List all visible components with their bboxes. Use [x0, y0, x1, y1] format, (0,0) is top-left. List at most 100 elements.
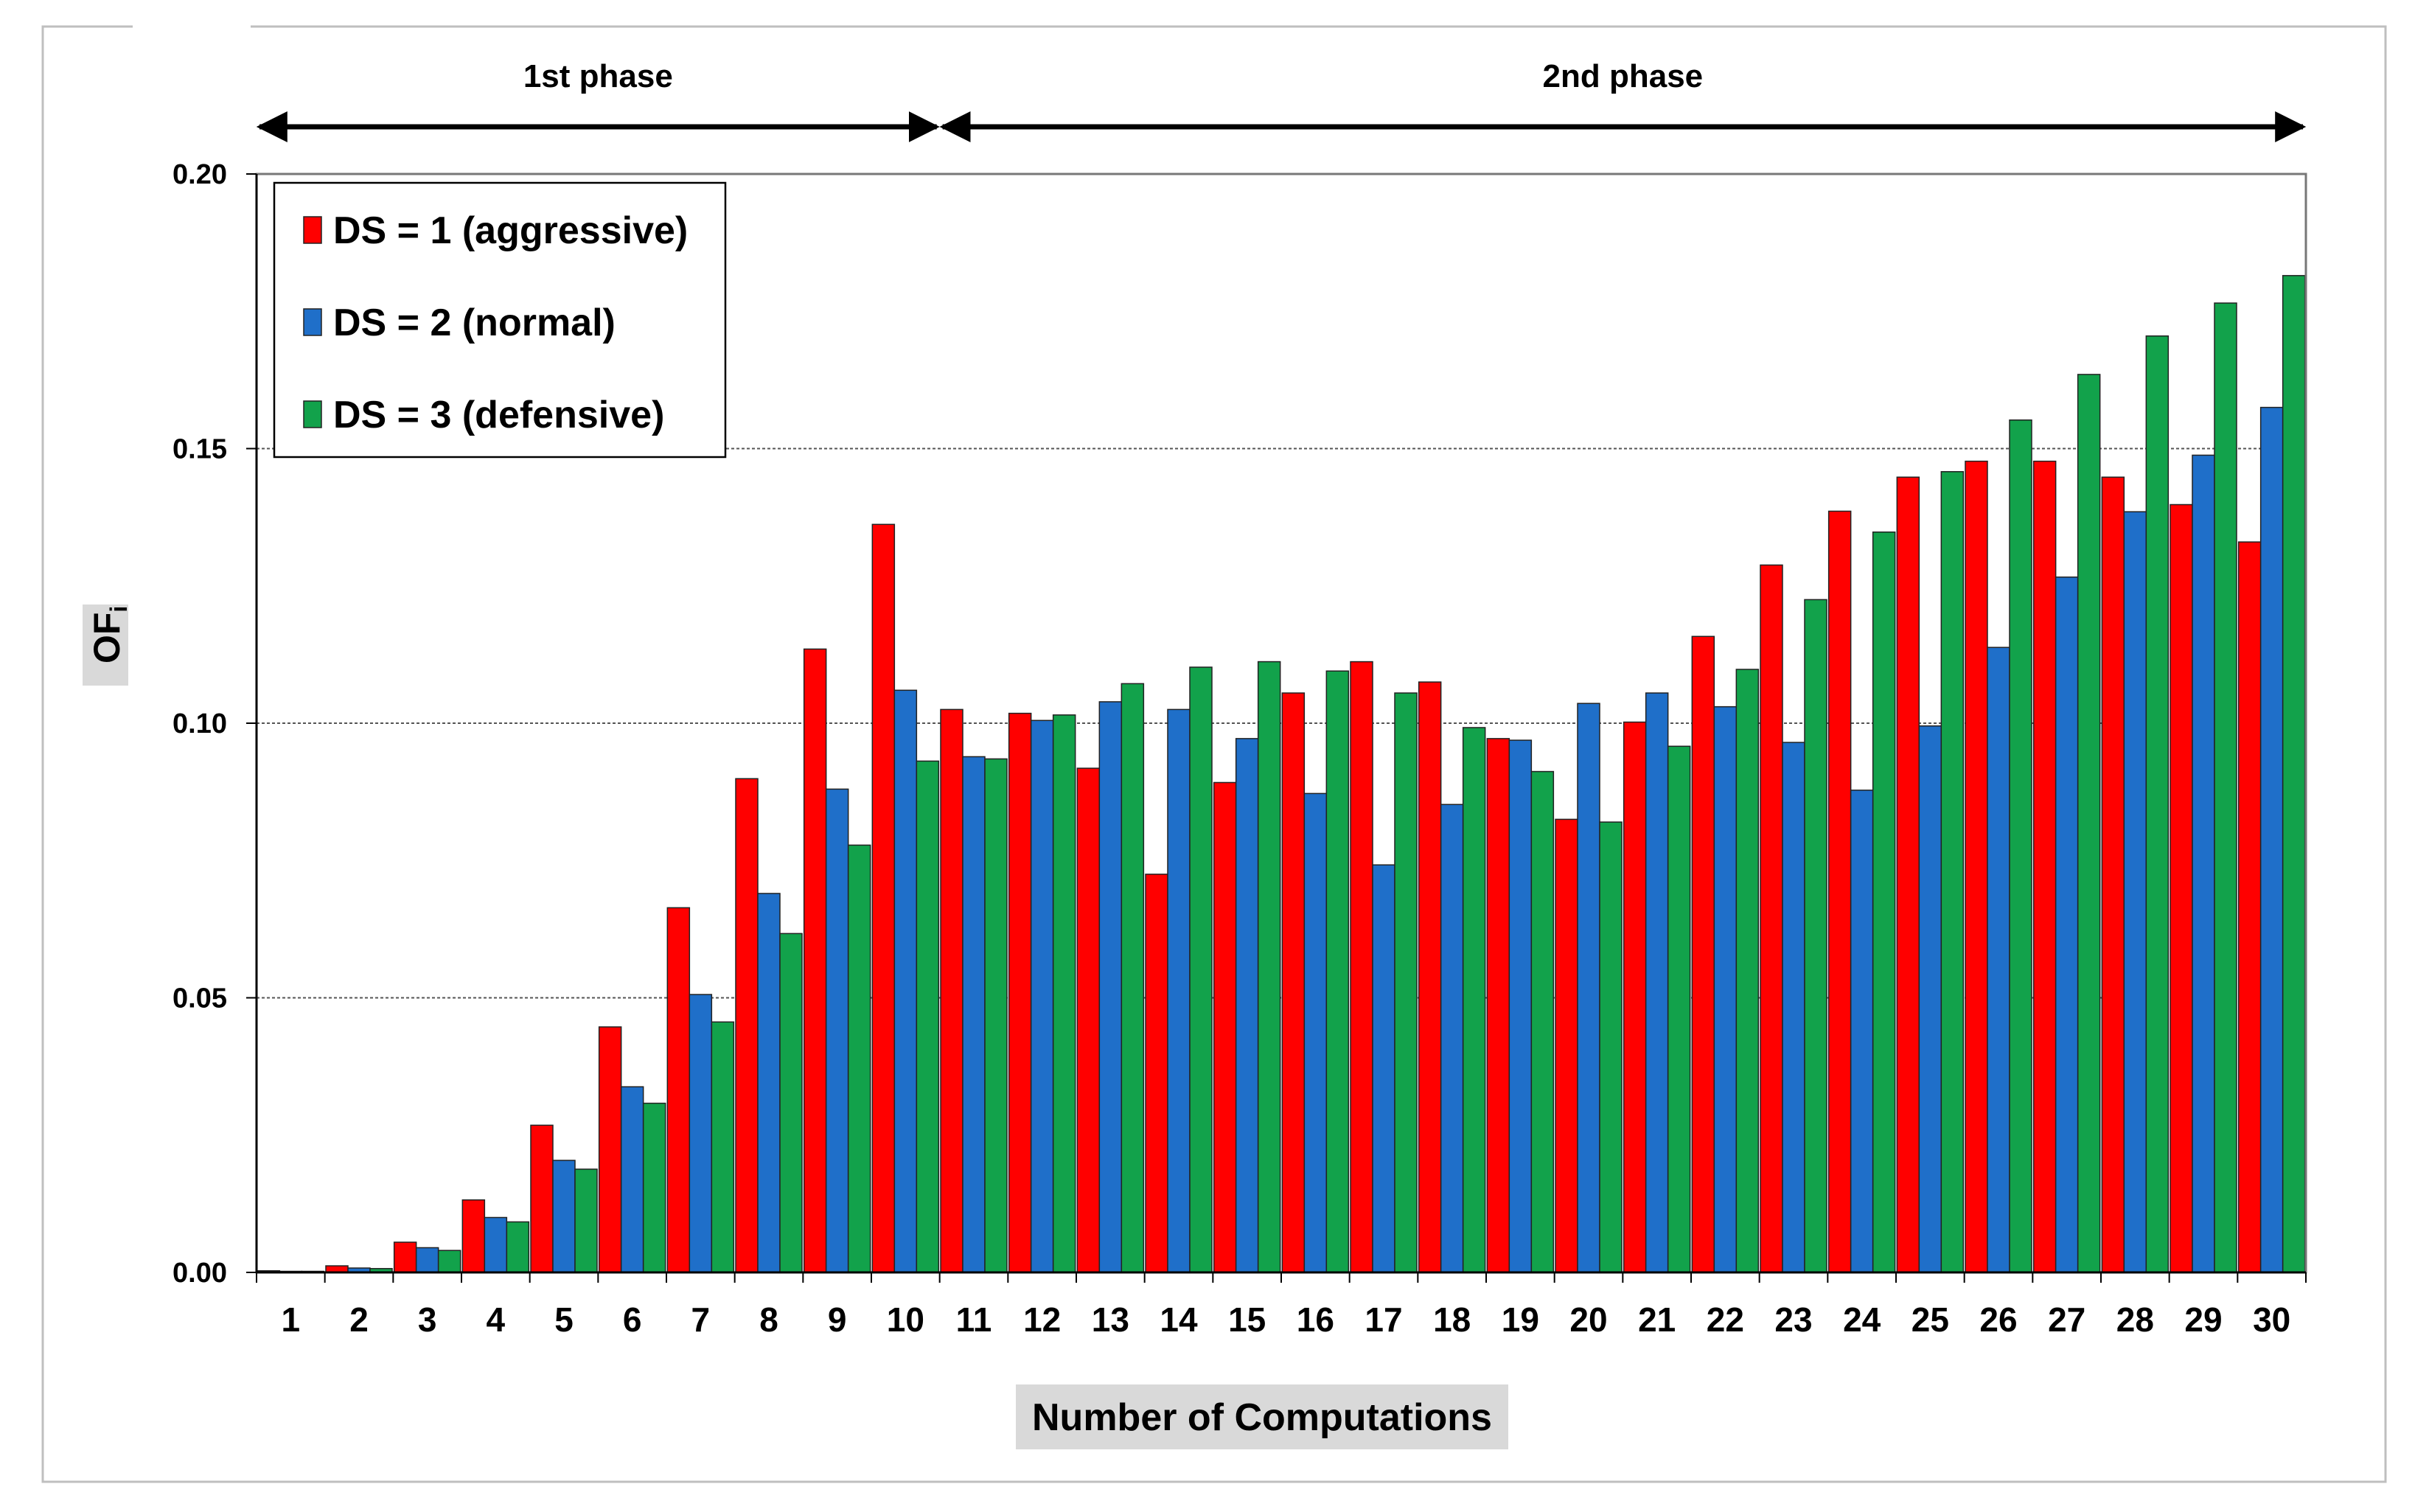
x-tick-label-14: 14	[1160, 1300, 1198, 1339]
bar-s2-7	[689, 994, 713, 1273]
bar-s3-28	[2145, 335, 2170, 1273]
frame-gap	[133, 22, 251, 31]
bar-s1-28	[2101, 476, 2125, 1273]
bar-s3-25	[1940, 471, 1965, 1273]
x-tick-label-30: 30	[2253, 1300, 2290, 1339]
bar-s3-5	[574, 1168, 598, 1273]
bar-s3-21	[1667, 745, 1691, 1273]
tick-labels: 0.000.050.100.150.201 2 3 4 5 6 7 8 9 10 11 12 13 14 1…	[172, 159, 2290, 1339]
phase-annotations: 1st phase 2nd phase	[256, 58, 2307, 142]
bar-s3-4	[506, 1221, 530, 1273]
x-tick-label-20: 20	[1569, 1300, 1607, 1339]
x-tick-label-22: 22	[1707, 1300, 1744, 1339]
bar-s1-24	[1827, 510, 1852, 1273]
x-tick-label-3: 3	[418, 1300, 437, 1339]
bar-s1-19	[1486, 738, 1510, 1273]
bar-s2-10	[893, 689, 918, 1273]
bar-s3-22	[1735, 669, 1760, 1273]
bar-s1-20	[1555, 818, 1578, 1273]
x-tick-label-21: 21	[1638, 1300, 1676, 1339]
legend-box	[273, 181, 727, 459]
x-tick-label-2: 2	[349, 1300, 369, 1339]
bar-s3-13	[1121, 683, 1145, 1273]
bar-s3-19	[1530, 770, 1555, 1273]
bar-s2-4	[484, 1216, 508, 1273]
bar-s3-6	[642, 1102, 666, 1273]
y-tick-label-4: 0.20	[172, 159, 227, 190]
x-axis-label: Number of Computations	[1016, 1384, 1508, 1449]
x-axis-title: Number of Computations	[1032, 1396, 1492, 1439]
bar-s1-4	[461, 1199, 486, 1273]
bar-s1-9	[803, 648, 827, 1273]
bar-s3-12	[1052, 714, 1076, 1273]
bar-s2-16	[1303, 792, 1328, 1273]
bar-s3-11	[984, 758, 1008, 1273]
bar-s3-15	[1257, 661, 1281, 1273]
bar-s1-29	[2170, 504, 2193, 1273]
bar-s2-22	[1713, 706, 1738, 1273]
y-tick-label-0: 0.00	[172, 1258, 227, 1289]
bar-s3-10	[916, 760, 940, 1273]
bar-s2-20	[1577, 703, 1600, 1273]
x-tick-label-4: 4	[487, 1300, 506, 1339]
bar-s2-12	[1030, 720, 1054, 1273]
y-tick-label-1: 0.05	[172, 983, 227, 1014]
bar-s2-28	[2123, 511, 2147, 1273]
bar-s1-21	[1623, 721, 1647, 1273]
bar-s3-20	[1599, 821, 1623, 1273]
bar-s3-18	[1462, 727, 1486, 1273]
x-tick-label-27: 27	[2048, 1300, 2085, 1339]
bar-s1-13	[1076, 767, 1101, 1273]
y-axis-title: OFi	[86, 606, 132, 663]
bar-s3-23	[1804, 599, 1827, 1273]
bar-s3-30	[2282, 275, 2306, 1273]
y-axis-label: OFi	[83, 605, 132, 686]
bar-s1-30	[2237, 541, 2262, 1273]
bar-s1-27	[2032, 460, 2057, 1273]
axes	[246, 173, 2307, 1283]
bar-s3-16	[1325, 670, 1350, 1273]
chart-frame	[41, 22, 2387, 1483]
bar-s2-18	[1440, 804, 1464, 1273]
bar-s3-27	[2077, 374, 2101, 1273]
bar-s2-29	[2192, 454, 2215, 1273]
bar-s2-6	[620, 1086, 644, 1273]
bar-s2-21	[1645, 692, 1669, 1273]
x-tick-label-10: 10	[887, 1300, 924, 1339]
phase-label-1: 1st phase	[523, 58, 673, 94]
bar-s2-9	[825, 788, 849, 1273]
bar-s2-23	[1782, 742, 1805, 1273]
bar-s1-5	[530, 1124, 554, 1273]
bar-s1-22	[1691, 635, 1715, 1273]
phase-label-2: 2nd phase	[1543, 58, 1704, 94]
x-tick-label-29: 29	[2184, 1300, 2222, 1339]
x-tick-label-28: 28	[2116, 1300, 2154, 1339]
bar-s1-15	[1213, 781, 1237, 1273]
bar-s3-7	[711, 1021, 735, 1273]
bar-s2-26	[1987, 647, 2010, 1273]
x-tick-label-5: 5	[554, 1300, 574, 1339]
x-tick-label-1: 1	[282, 1300, 301, 1339]
legend-label-2: DS = 2 (normal)	[333, 302, 616, 344]
bar-s3-17	[1394, 692, 1418, 1273]
bar-s2-8	[757, 893, 781, 1273]
x-tick-label-18: 18	[1433, 1300, 1471, 1339]
bar-s2-5	[552, 1160, 576, 1273]
bar-s1-25	[1896, 476, 1920, 1273]
bar-s1-11	[940, 708, 963, 1273]
x-tick-label-19: 19	[1502, 1300, 1539, 1339]
x-tick-label-9: 9	[828, 1300, 847, 1339]
x-tick-label-12: 12	[1023, 1300, 1061, 1339]
bar-s3-14	[1189, 666, 1213, 1273]
bar-s1-17	[1350, 661, 1373, 1273]
bar-s2-15	[1235, 738, 1259, 1273]
bar-s1-6	[598, 1026, 622, 1273]
bar-s1-26	[1965, 460, 1988, 1273]
bar-s3-29	[2214, 302, 2237, 1273]
bar-s1-23	[1760, 564, 1783, 1273]
x-tick-label-24: 24	[1843, 1300, 1881, 1339]
x-tick-label-23: 23	[1774, 1300, 1812, 1339]
x-tick-label-11: 11	[956, 1300, 992, 1339]
outer-frame	[41, 25, 2387, 1483]
